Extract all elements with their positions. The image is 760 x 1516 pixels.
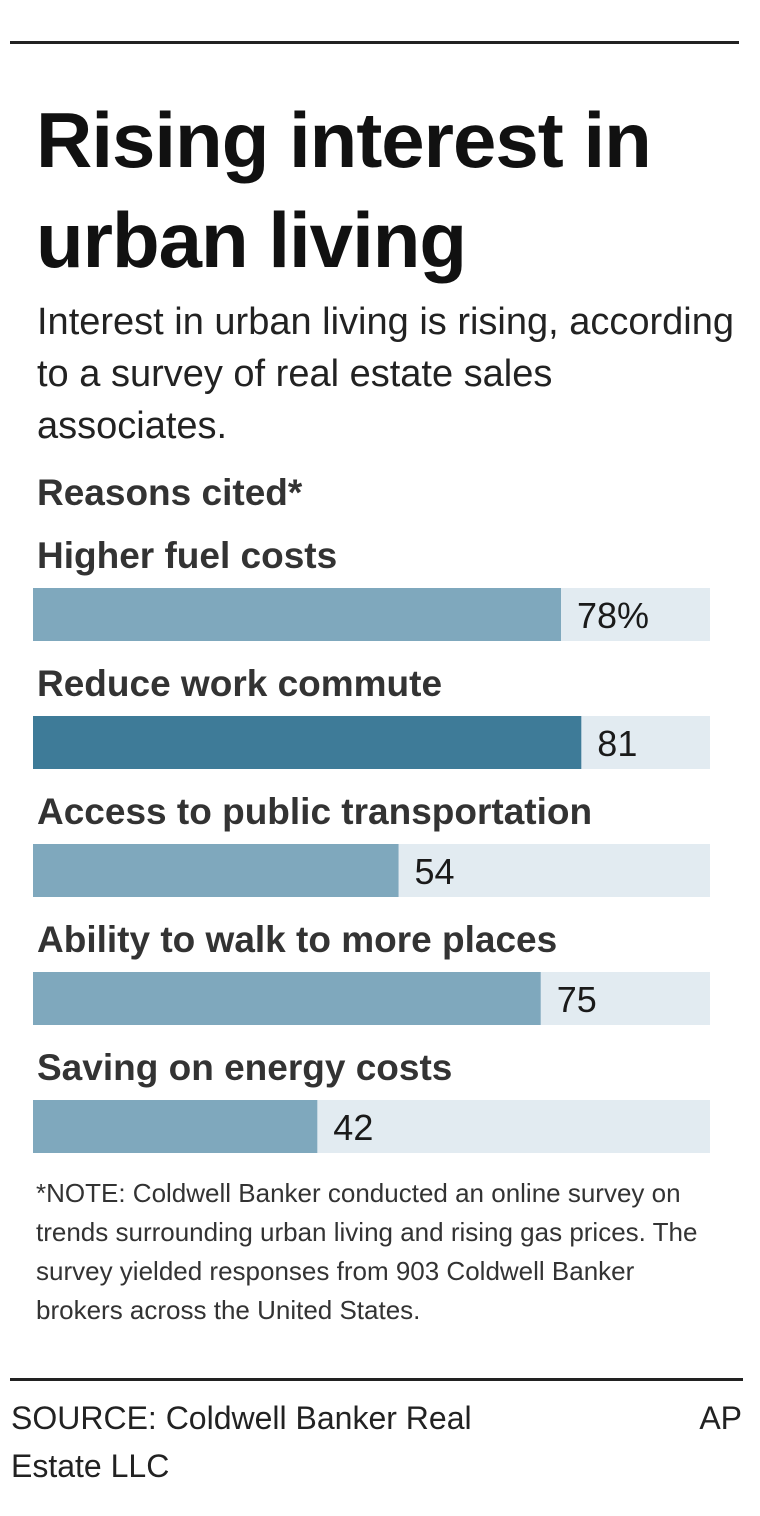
- bar: [33, 844, 399, 897]
- chart-subtitle: Interest in urban living is rising, acco…: [37, 301, 735, 447]
- value-label: 42: [333, 1107, 373, 1148]
- category-label: Access to public transportation: [37, 791, 592, 832]
- value-label: 75: [557, 979, 597, 1020]
- category-label: Reduce work commute: [37, 663, 442, 704]
- source-credit: SOURCE: Coldwell Banker Real Estate LLC: [11, 1400, 472, 1484]
- category-label: Ability to walk to more places: [37, 919, 557, 960]
- bottom-rule: [10, 1378, 743, 1381]
- value-label: 54: [415, 851, 455, 892]
- bar: [33, 716, 582, 769]
- section-label: Reasons cited*: [37, 472, 303, 513]
- footnote: *NOTE: Coldwell Banker conducted an onli…: [36, 1178, 698, 1325]
- bar: [33, 588, 561, 641]
- bar: [33, 972, 541, 1025]
- top-rule: [10, 41, 739, 44]
- value-label: 78%: [577, 595, 649, 636]
- category-label: Higher fuel costs: [37, 535, 337, 576]
- bar: [33, 1100, 318, 1153]
- chart-title: Rising interest in urban living: [36, 96, 652, 284]
- agency-credit: AP: [699, 1400, 742, 1436]
- category-label: Saving on energy costs: [37, 1047, 452, 1088]
- value-label: 81: [597, 723, 637, 764]
